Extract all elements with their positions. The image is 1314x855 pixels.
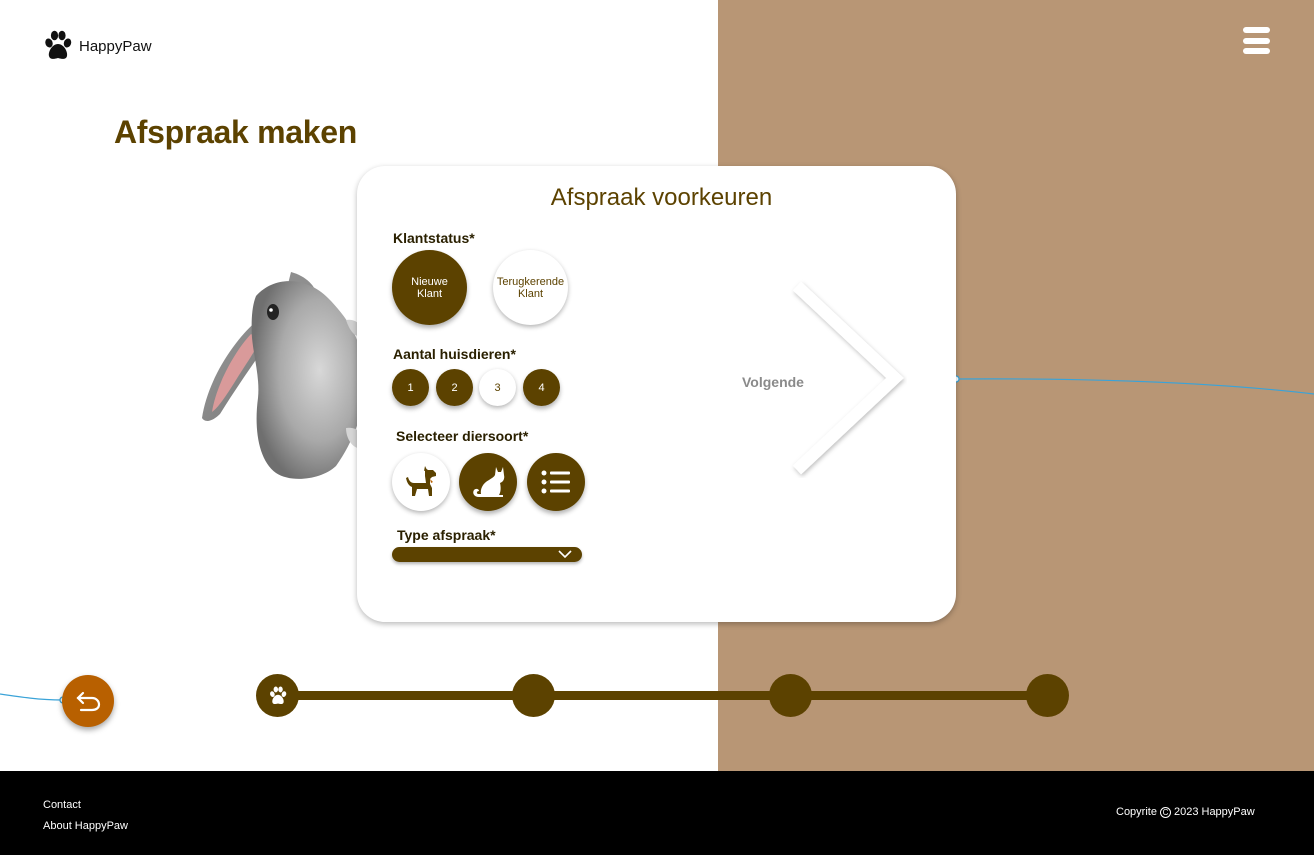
copyright-icon: C [1159, 806, 1171, 818]
species-list-button[interactable] [527, 453, 585, 511]
appointment-type-label: Type afspraak* [397, 527, 496, 543]
page-title: Afspraak maken [114, 114, 358, 150]
pet-count-1-button[interactable]: 1 [392, 369, 429, 406]
pet-count-3-button[interactable]: 3 [479, 369, 516, 406]
returning-client-button[interactable]: Terugkerende Klant [493, 250, 568, 325]
returning-client-line2: Klant [517, 287, 544, 300]
paw-icon [45, 30, 72, 59]
footer: Contact About HappyPaw Copyrite C 2023 H… [0, 771, 1314, 855]
menu-bar [1243, 48, 1270, 54]
logo-text: HappyPaw [79, 37, 152, 55]
next-label: Volgende [742, 374, 804, 390]
new-client-line2: Klant [416, 287, 443, 300]
progress-step-2[interactable] [512, 674, 555, 717]
rabbit-image [202, 272, 365, 479]
menu-bar [1243, 37, 1270, 44]
undo-arrow-icon [76, 691, 101, 712]
returning-client-line1: Terugkerende [496, 275, 565, 288]
copyright-suffix: 2023 HappyPaw [1173, 806, 1255, 818]
back-button[interactable] [62, 675, 114, 727]
new-client-line1: Nieuwe [411, 275, 448, 288]
card-title: Afspraak voorkeuren [550, 184, 773, 211]
pet-count-4-button[interactable]: 4 [523, 369, 560, 406]
dog-icon [406, 466, 436, 496]
hamburger-menu-button[interactable] [1243, 27, 1270, 54]
chevron-down-icon [558, 550, 572, 559]
pet-count-2-button[interactable]: 2 [436, 369, 473, 406]
species-label: Selecteer diersoort* [396, 428, 529, 444]
progress-step-3[interactable] [769, 674, 812, 717]
client-status-label: Klantstatus* [393, 230, 475, 246]
cat-icon [473, 467, 505, 497]
chevron-right-icon [792, 281, 904, 475]
pet-count-label: Aantal huisdieren* [393, 346, 516, 362]
progress-step-1[interactable] [256, 674, 299, 717]
next-button[interactable]: Volgende [737, 278, 907, 478]
appointment-type-dropdown[interactable] [392, 547, 582, 562]
copyright-prefix: Copyrite [1116, 806, 1157, 818]
species-dog-button[interactable] [392, 453, 450, 511]
footer-contact-link[interactable]: Contact [43, 799, 81, 811]
paw-icon [269, 685, 286, 704]
new-client-button[interactable]: Nieuwe Klant [392, 250, 467, 325]
copyright: Copyrite C 2023 HappyPaw [1116, 806, 1255, 818]
appointment-preferences-card: Afspraak voorkeuren Klantstatus* Nieuwe … [357, 166, 956, 622]
progress-step-4[interactable] [1026, 674, 1069, 717]
menu-bar [1243, 27, 1270, 33]
species-cat-button[interactable] [459, 453, 517, 511]
footer-about-link[interactable]: About HappyPaw [43, 820, 128, 832]
progress-track [277, 691, 1047, 700]
list-icon [541, 470, 570, 494]
logo[interactable]: HappyPaw [43, 30, 152, 62]
